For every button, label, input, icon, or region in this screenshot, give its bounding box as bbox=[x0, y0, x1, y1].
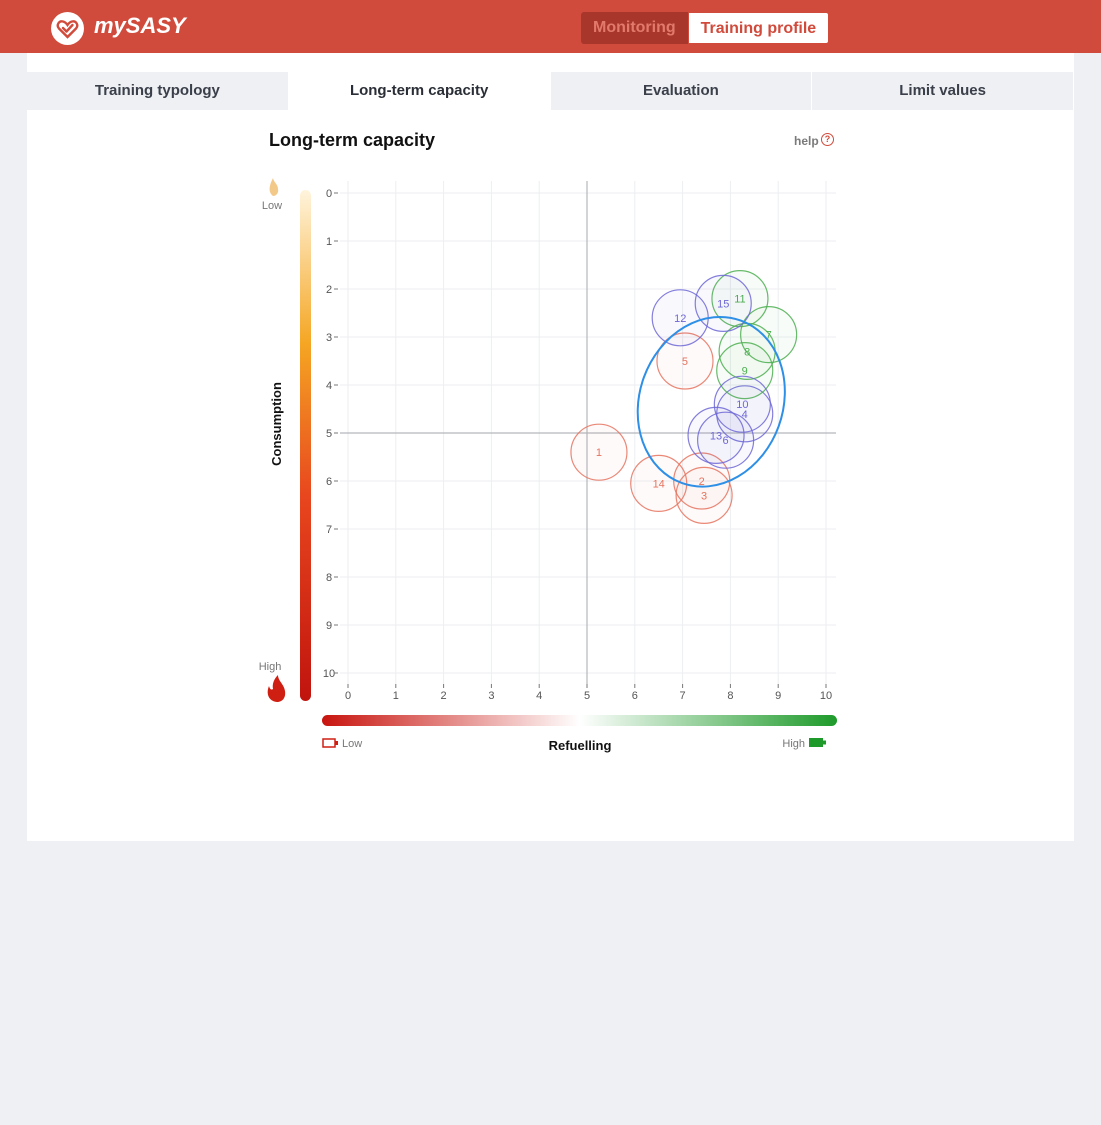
content-panel bbox=[27, 53, 1074, 841]
y-scale-high-label: High bbox=[259, 661, 282, 673]
data-point-label: 4 bbox=[742, 409, 748, 421]
heart-logo-icon bbox=[51, 12, 84, 45]
data-point-label: 11 bbox=[734, 294, 745, 306]
y-tick-label: 2 bbox=[326, 284, 332, 296]
flame-low-icon bbox=[269, 178, 279, 196]
battery-low-icon bbox=[322, 738, 338, 748]
confidence-ellipse bbox=[636, 315, 786, 488]
chart-title: Long-term capacity bbox=[269, 130, 436, 150]
y-tick-label: 0 bbox=[326, 188, 332, 200]
data-point-label: 12 bbox=[674, 313, 686, 325]
data-point[interactable]: 13 bbox=[687, 406, 745, 464]
data-point[interactable]: 7 bbox=[740, 306, 798, 364]
y-axis-label: Consumption bbox=[269, 382, 284, 466]
data-point-circle[interactable] bbox=[716, 342, 774, 400]
y-tick-label: 3 bbox=[326, 332, 332, 344]
data-point[interactable]: 14 bbox=[630, 454, 688, 512]
x-scale-high-label: High bbox=[782, 738, 805, 750]
monitoring-button[interactable]: Monitoring bbox=[581, 12, 688, 44]
x-tick-label: 6 bbox=[632, 690, 638, 702]
battery-high-icon bbox=[809, 738, 826, 747]
data-point-label: 1 bbox=[596, 447, 602, 459]
y-tick-label: 4 bbox=[326, 380, 332, 392]
x-tick-label: 1 bbox=[393, 690, 399, 702]
y-tick-label: 5 bbox=[326, 428, 332, 440]
y-axis-ticks: 0 1 2 3 4 5 6 7 8 9 10 bbox=[323, 188, 338, 680]
x-tick-label: 2 bbox=[441, 690, 447, 702]
tab-training-typology[interactable]: Training typology bbox=[27, 72, 289, 110]
data-point-circle[interactable] bbox=[630, 454, 688, 512]
data-point-circle[interactable] bbox=[687, 406, 745, 464]
view-toggle: Monitoring Training profile bbox=[581, 12, 830, 44]
x-scale-low-label: Low bbox=[342, 738, 362, 750]
brand-name: mySASY bbox=[94, 13, 186, 38]
data-point-circle[interactable] bbox=[740, 306, 798, 364]
x-tick-label: 4 bbox=[536, 690, 542, 702]
data-point[interactable]: 12 bbox=[651, 289, 709, 347]
x-tick-label: 0 bbox=[345, 690, 351, 702]
x-tick-label: 9 bbox=[775, 690, 781, 702]
data-point-label: 14 bbox=[653, 478, 665, 490]
data-point-circle[interactable] bbox=[656, 332, 714, 390]
data-point[interactable]: 1 bbox=[570, 423, 628, 481]
data-point[interactable]: 5 bbox=[656, 332, 714, 390]
data-point[interactable]: 11 bbox=[711, 270, 769, 328]
data-point[interactable]: 10 bbox=[713, 375, 771, 433]
x-tick-label: 8 bbox=[727, 690, 733, 702]
data-point-circle[interactable] bbox=[570, 423, 628, 481]
data-point[interactable]: 9 bbox=[716, 342, 774, 400]
x-tick-label: 5 bbox=[584, 690, 590, 702]
y-tick-label: 1 bbox=[326, 236, 332, 248]
data-point-label: 6 bbox=[723, 435, 729, 447]
y-tick-label: 7 bbox=[326, 524, 332, 536]
training-profile-button[interactable]: Training profile bbox=[687, 12, 830, 44]
data-point-circle[interactable] bbox=[713, 375, 771, 433]
y-tick-label: 10 bbox=[323, 668, 335, 680]
x-tick-label: 3 bbox=[488, 690, 494, 702]
consumption-scale-bar bbox=[300, 190, 311, 701]
y-tick-label: 8 bbox=[326, 572, 332, 584]
help-icon[interactable]: ? bbox=[821, 133, 834, 146]
data-point-label: 8 bbox=[744, 346, 750, 358]
top-bar: mySASY Monitoring Training profile bbox=[0, 0, 1101, 53]
tab-bar: Training typology Long-term capacity Eva… bbox=[27, 72, 1074, 110]
tab-evaluation[interactable]: Evaluation bbox=[550, 72, 813, 110]
data-point-label: 7 bbox=[766, 330, 772, 342]
y-tick-label: 6 bbox=[326, 476, 332, 488]
data-point-label: 10 bbox=[736, 399, 748, 411]
data-point[interactable]: 6 bbox=[697, 411, 755, 469]
confidence-ellipse-shape bbox=[636, 315, 786, 488]
help-link[interactable]: help bbox=[794, 134, 819, 148]
data-point-label: 15 bbox=[717, 298, 729, 310]
data-point-label: 9 bbox=[742, 366, 748, 378]
data-point-label: 13 bbox=[710, 430, 722, 442]
data-point-label: 5 bbox=[682, 356, 688, 368]
refuelling-scale-bar bbox=[322, 715, 837, 726]
flame-high-icon bbox=[267, 675, 286, 702]
x-axis-label: Refuelling bbox=[549, 738, 612, 753]
y-tick-label: 9 bbox=[326, 620, 332, 632]
x-tick-label: 7 bbox=[680, 690, 686, 702]
data-point[interactable]: 3 bbox=[675, 466, 733, 524]
x-axis-ticks: 0 1 2 3 4 5 6 7 8 9 10 bbox=[345, 684, 832, 702]
data-point[interactable]: 15 bbox=[694, 274, 752, 332]
x-tick-label: 10 bbox=[820, 690, 832, 702]
data-point-circle[interactable] bbox=[711, 270, 769, 328]
tab-long-term-capacity[interactable]: Long-term capacity bbox=[288, 72, 551, 110]
data-point-label: 2 bbox=[699, 476, 705, 488]
data-point-circle[interactable] bbox=[697, 411, 755, 469]
tab-limit-values[interactable]: Limit values bbox=[812, 72, 1074, 110]
reference-lines bbox=[340, 181, 836, 684]
y-scale-low-label: Low bbox=[262, 200, 282, 212]
data-point-label: 3 bbox=[701, 490, 707, 502]
data-point-circle[interactable] bbox=[675, 466, 733, 524]
